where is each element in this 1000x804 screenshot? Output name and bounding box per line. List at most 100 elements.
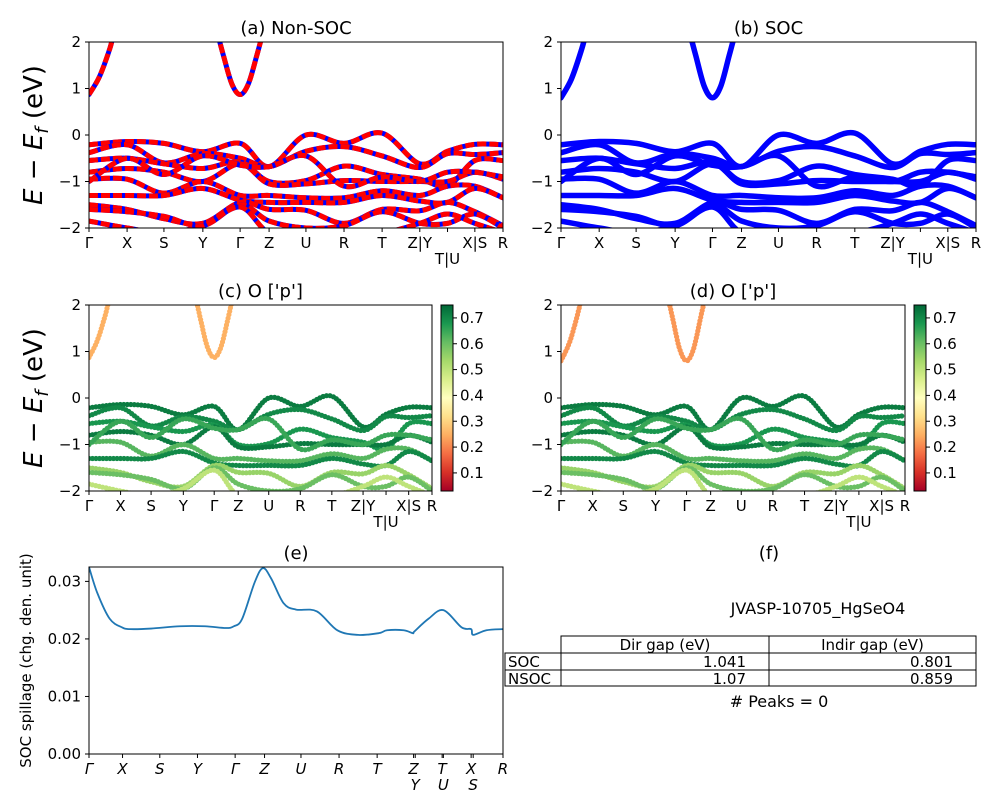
axes-frame xyxy=(560,41,977,229)
x-tick-label: R xyxy=(427,497,437,515)
projected-point xyxy=(196,305,198,306)
x-tick-label: T|U xyxy=(372,513,398,531)
projected-point xyxy=(899,413,905,419)
colorbar-tick-label: 0.5 xyxy=(460,361,484,379)
projected-point xyxy=(428,420,432,427)
projected-point xyxy=(579,295,584,300)
plot-area xyxy=(89,42,503,228)
projected-point xyxy=(900,405,905,411)
projected-point xyxy=(193,293,198,298)
y-tick-label: 2 xyxy=(71,296,81,314)
x-tick-label: Z|Y xyxy=(824,497,849,515)
projected-point xyxy=(900,457,905,463)
y-tick-label: 1 xyxy=(71,80,81,98)
panel-title: (f) xyxy=(759,543,779,564)
material-id: JVASP-10705_HgSeO4 xyxy=(730,599,906,619)
colorbar-tick-label: 0.6 xyxy=(460,335,484,353)
projected-point xyxy=(302,490,305,491)
x-tick-label: T xyxy=(373,760,384,778)
projected-point xyxy=(107,296,112,301)
band-line xyxy=(561,202,976,228)
projected-point xyxy=(131,491,136,496)
y-tick-label: −2 xyxy=(531,482,553,500)
table-cell: 1.041 xyxy=(703,653,746,671)
x-tick-label: Z|Y xyxy=(351,497,376,515)
band-line-dashed xyxy=(89,42,115,96)
y-tick-label: 0.03 xyxy=(48,572,81,590)
projected-point xyxy=(577,305,583,308)
x-tick-label: T|U xyxy=(845,513,871,531)
panel-title: (e) xyxy=(283,543,308,564)
x-tick-label: X xyxy=(588,497,598,515)
x-tick-label: R xyxy=(498,760,508,778)
y-tick-label: 2 xyxy=(543,33,553,51)
projected-point xyxy=(721,495,726,500)
panel-a: (a) Non-SOC −2 −1 0 1 2 Γ X S Y Γ Z U R T Z|YT|UX|S R xyxy=(59,18,508,268)
projected-point xyxy=(124,489,129,491)
y-tick-label: −1 xyxy=(59,436,81,454)
projected-point xyxy=(304,491,309,496)
x-tick-label: R xyxy=(295,497,305,515)
projected-point xyxy=(752,492,757,497)
x-tick-label: Γ xyxy=(708,234,717,252)
x-tick-label: S xyxy=(146,497,156,515)
colorbar-tick-label: 0.7 xyxy=(460,309,484,327)
colorbar-tick-label: 0.3 xyxy=(460,412,484,430)
x-tick-label: R xyxy=(498,234,508,252)
projected-point xyxy=(167,490,170,491)
projected-point xyxy=(666,297,671,302)
x-tick-label: Γ xyxy=(557,497,566,515)
projected-point xyxy=(899,436,905,442)
band-line xyxy=(561,204,971,228)
x-tick-label: Γ xyxy=(236,234,245,252)
band-line-dashed xyxy=(89,152,503,190)
x-tick-label: Y xyxy=(650,497,661,515)
x-tick-label: Z|Y xyxy=(408,234,433,252)
projected-point xyxy=(767,490,770,491)
table-cell: 0.859 xyxy=(910,670,953,688)
projected-point xyxy=(120,488,126,491)
x-tick-label: Y xyxy=(178,497,189,515)
colorbar-tick-label: 0.4 xyxy=(933,386,957,404)
axes-frame xyxy=(560,304,906,492)
x-tick-label: Z xyxy=(233,497,243,515)
axes-frame xyxy=(88,304,433,492)
x-tick-label: Z|Y xyxy=(880,234,905,252)
projected-point xyxy=(318,493,323,498)
projected-point xyxy=(322,493,327,498)
projected-point xyxy=(427,413,432,419)
projected-point xyxy=(780,491,785,496)
projected-point xyxy=(724,495,729,500)
x-tick-label: U xyxy=(300,234,311,252)
projected-point xyxy=(776,491,781,496)
x-tick-label: Y xyxy=(670,234,681,252)
band-line xyxy=(689,42,736,101)
projected-point xyxy=(308,492,313,497)
x-tick-label: T xyxy=(326,497,337,515)
projected-point xyxy=(427,405,432,411)
x-tick-label: Z xyxy=(705,497,715,515)
x-tick-label: R xyxy=(339,234,349,252)
y-tick-label: 1 xyxy=(543,80,553,98)
x-tick-label: R xyxy=(334,760,344,778)
x-tick-label: U xyxy=(736,497,747,515)
table-cell: 0.801 xyxy=(910,653,953,671)
x-tick-label: T|U xyxy=(907,250,933,268)
projected-point xyxy=(248,495,253,500)
projected-point xyxy=(774,490,777,491)
projected-point xyxy=(162,492,167,497)
projected-point xyxy=(610,492,615,497)
projected-point xyxy=(420,489,426,491)
projected-point xyxy=(759,491,764,496)
projected-point xyxy=(252,495,257,500)
projected-point xyxy=(315,493,320,498)
projected-point xyxy=(283,492,288,497)
colorbar-tick-label: 0.1 xyxy=(933,464,957,482)
projected-point xyxy=(295,490,298,491)
plot-area xyxy=(561,295,905,500)
table-column-header: Indir gap (eV) xyxy=(821,636,924,654)
projected-point xyxy=(631,492,636,497)
y-tick-label: −1 xyxy=(59,173,81,191)
